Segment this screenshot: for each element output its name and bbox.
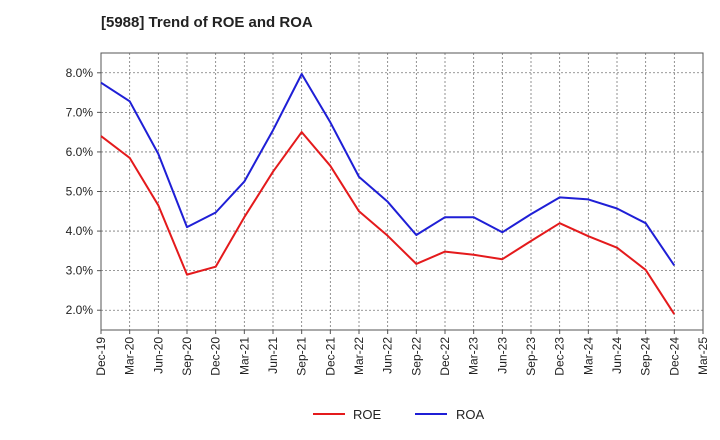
x-tick-label: Sep-23	[524, 337, 538, 376]
x-tick-label: Mar-22	[352, 337, 366, 375]
x-tick-label: Sep-22	[409, 337, 423, 376]
y-tick-label: 6.0%	[66, 145, 94, 159]
legend: ROE ROA	[313, 407, 485, 422]
x-tick-label: Jun-22	[381, 337, 395, 374]
legend-label-roe: ROE	[353, 407, 382, 422]
y-tick-label: 2.0%	[66, 303, 94, 317]
x-tick-label: Dec-23	[553, 337, 567, 376]
x-tick-label: Jun-20	[151, 337, 165, 374]
legend-label-roa: ROA	[456, 407, 485, 422]
y-tick-label: 5.0%	[66, 185, 94, 199]
x-tick-label: Mar-20	[123, 337, 137, 375]
x-tick-label: Sep-21	[295, 337, 309, 376]
x-tick-label: Jun-21	[266, 337, 280, 374]
x-tick-label: Dec-22	[438, 337, 452, 376]
x-tick-label: Jun-24	[610, 337, 624, 374]
series-line-roe	[100, 131, 676, 315]
grid	[101, 53, 703, 330]
x-tick-label: Dec-21	[323, 337, 337, 376]
x-tick-label: Sep-20	[180, 337, 194, 376]
y-tick-label: 8.0%	[66, 66, 94, 80]
series	[100, 73, 676, 315]
x-tick-label: Jun-23	[495, 337, 509, 374]
series-line-roa	[100, 73, 676, 267]
x-tick-label: Mar-23	[467, 337, 481, 375]
x-tick-label: Dec-19	[94, 337, 108, 376]
x-tick-label: Mar-25	[696, 337, 710, 375]
x-tick-label: Mar-21	[237, 337, 251, 375]
x-tick-label: Dec-24	[667, 337, 681, 376]
x-tick-label: Sep-24	[639, 337, 653, 376]
x-tick-label: Dec-20	[209, 337, 223, 376]
y-tick-label: 4.0%	[66, 224, 94, 238]
x-tick-label: Mar-24	[581, 337, 595, 375]
x-axis: Dec-19 Mar-20 Jun-20 Sep-20 Dec-20 Mar-21 Jun-…	[94, 330, 710, 376]
y-tick-label: 3.0%	[66, 264, 94, 278]
y-tick-label: 7.0%	[66, 105, 94, 119]
y-axis: 2.0% 3.0% 4.0% 5.0% 6.0% 7.0% 8.0%	[66, 66, 101, 317]
chart-title: [5988] Trend of ROE and ROA	[101, 14, 313, 31]
